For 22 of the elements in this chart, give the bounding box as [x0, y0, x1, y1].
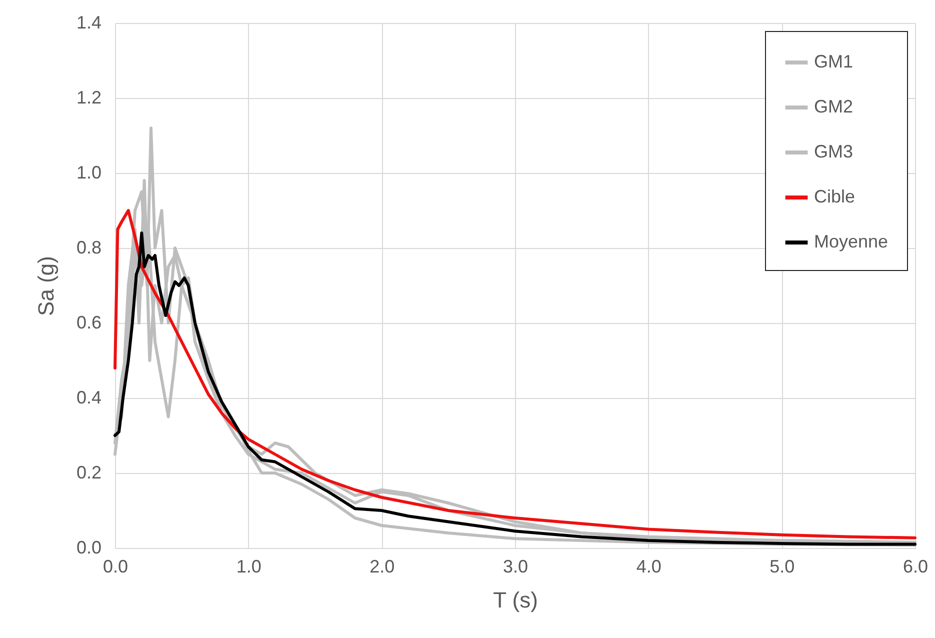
x-tick-label: 0.0: [102, 556, 128, 576]
y-tick-label: 0.8: [76, 238, 102, 258]
y-axis-title: Sa (g): [33, 256, 58, 316]
x-tick-label: 1.0: [236, 556, 262, 576]
x-axis-title: T (s): [493, 588, 538, 612]
legend-label: GM2: [814, 96, 854, 116]
y-tick-label: 1.0: [76, 162, 102, 182]
legend-label: GM3: [814, 142, 854, 162]
legend-label: Moyenne: [814, 232, 888, 252]
x-tick-label: 6.0: [902, 556, 928, 576]
y-tick-label: 0.0: [76, 538, 102, 558]
y-tick-label: 0.6: [76, 312, 102, 332]
legend-label: Cible: [814, 186, 856, 206]
x-tick-label: 3.0: [502, 556, 528, 576]
y-tick-label: 1.2: [76, 88, 102, 108]
x-tick-label: 2.0: [370, 556, 395, 576]
x-tick-label: 5.0: [770, 556, 795, 576]
x-tick-label: 4.0: [636, 556, 662, 576]
y-tick-label: 0.2: [76, 462, 102, 482]
y-tick-label: 1.4: [76, 12, 102, 32]
legend-label: GM1: [814, 52, 854, 72]
y-tick-label: 0.4: [76, 388, 102, 408]
